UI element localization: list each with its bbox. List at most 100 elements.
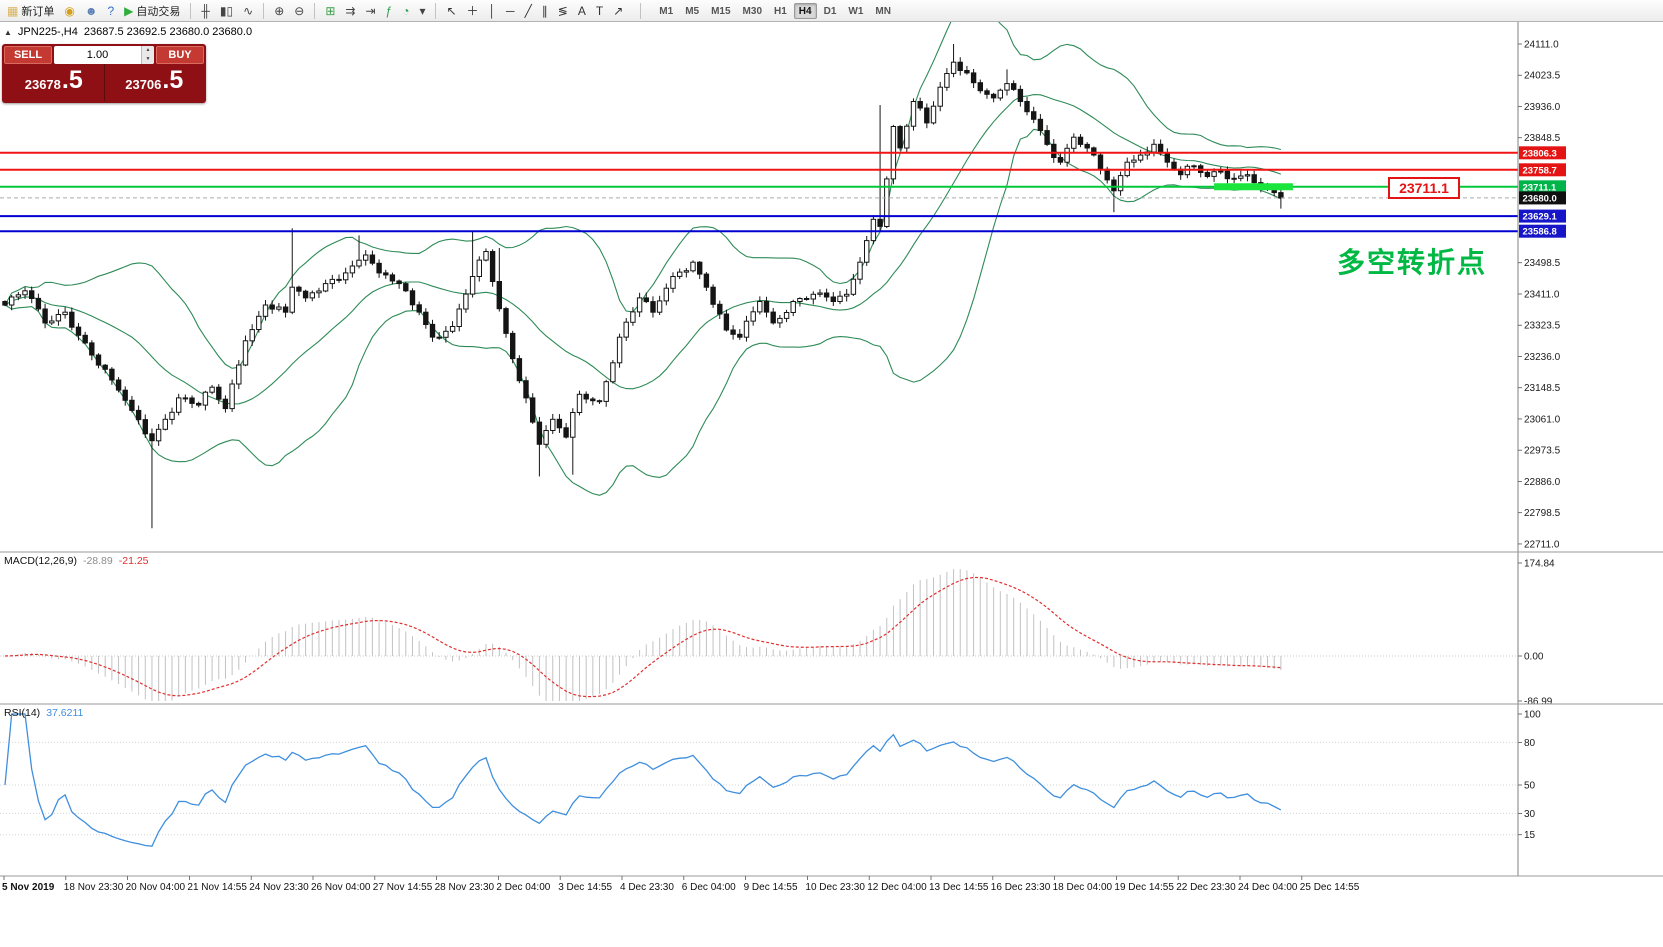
timeframe-mn-button[interactable]: MN (870, 3, 896, 19)
svg-text:10 Dec 23:30: 10 Dec 23:30 (805, 882, 865, 893)
macd-main-value: -28.89 (82, 555, 113, 567)
svg-text:23061.0: 23061.0 (1524, 414, 1561, 425)
fibonacci-button[interactable]: ≶ (554, 2, 572, 20)
candlestick-chart-button[interactable]: ▮▯ (216, 2, 237, 20)
zoom-out-icon: ⊖ (294, 3, 305, 18)
channel-button[interactable]: ∥ (538, 2, 552, 20)
tile-windows-button[interactable]: ⊞ (321, 2, 339, 20)
sell-price[interactable]: 23678 .5 (4, 64, 105, 101)
coins-button[interactable]: ◉ (60, 2, 78, 20)
horizontal-lines[interactable] (0, 151, 1518, 233)
rsi-value: 37.6211 (46, 707, 84, 719)
lot-size-value[interactable]: 1.00 (86, 49, 109, 61)
svg-text:23936.0: 23936.0 (1524, 102, 1561, 113)
buy-price-main: 23706 (125, 77, 162, 92)
timeframe-h4-button[interactable]: H4 (793, 2, 817, 19)
timeframe-d1-button[interactable]: D1 (819, 3, 842, 19)
svg-text:16 Dec 23:30: 16 Dec 23:30 (991, 882, 1051, 893)
bar-chart-button[interactable]: ╫ (197, 2, 214, 20)
buy-price[interactable]: 23706 .5 (105, 64, 205, 101)
profile-icon: ☻ (84, 3, 98, 18)
timeframe-w1-button[interactable]: W1 (843, 3, 868, 19)
fibonacci-icon: ≶ (557, 3, 568, 18)
vertical-line-icon: │ (488, 3, 497, 18)
price-axis[interactable]: 24111.0 24023.5 23936.0 23848.5 23498.5 23411… (1517, 22, 1566, 876)
text-button[interactable]: A (574, 2, 590, 20)
text-label-button[interactable]: T (592, 2, 607, 20)
svg-text:22711.0: 22711.0 (1524, 539, 1560, 550)
cursor-icon: ↖ (446, 3, 457, 18)
timeframe-m15-button[interactable]: M15 (706, 3, 735, 19)
support-icon: ? (107, 3, 115, 18)
lot-size-field[interactable]: 1.00 ▲ ▼ (54, 46, 154, 64)
svg-text:22 Dec 23:30: 22 Dec 23:30 (1176, 882, 1236, 893)
chart-shift-button[interactable]: ⇥ (361, 2, 379, 20)
buy-button[interactable]: BUY (156, 46, 204, 64)
svg-text:30: 30 (1524, 809, 1536, 820)
arrows-button[interactable]: ↗ (609, 2, 627, 20)
zoom-out-button[interactable]: ⊖ (290, 2, 308, 20)
zoom-in-button[interactable]: ⊕ (270, 2, 288, 20)
sell-button[interactable]: SELL (4, 46, 52, 64)
horizontal-line-button[interactable]: ─ (502, 2, 519, 20)
svg-text:9 Dec 14:55: 9 Dec 14:55 (744, 882, 798, 893)
crosshair-icon: ＋ (466, 3, 479, 18)
auto-scroll-button[interactable]: ⇉ (341, 2, 359, 20)
timeframe-m30-button[interactable]: M30 (738, 3, 767, 19)
line-chart-button[interactable]: ∿ (239, 2, 257, 20)
lot-decrease-button[interactable]: ▼ (142, 55, 154, 64)
toolbar: ▦ 新订单 ◉ ☻? ▶ 自动交易 ╫ ▮▯ ∿ ⊕ ⊖ ⊞ ⇉ ⇥ ƒ ◔ ▾ ↖ ＋ │ ─ ╱ ∥ ≶ A T ↗ M1 M5 M1… (0, 0, 1663, 22)
svg-text:-86.99: -86.99 (1524, 697, 1553, 708)
sell-price-main: 23678 (24, 77, 61, 92)
svg-text:23411.0: 23411.0 (1524, 289, 1560, 300)
price-callout[interactable]: 23711.1 (1388, 177, 1460, 199)
price-tag (1519, 163, 1566, 177)
rsi-name: RSI(14) (4, 707, 41, 719)
vertical-line-button[interactable]: │ (485, 2, 501, 20)
trendline-button[interactable]: ╱ (521, 2, 536, 20)
periods-icon: ◔ (402, 3, 410, 18)
timeframe-h1-button[interactable]: H1 (769, 3, 792, 19)
svg-text:3 Dec 14:55: 3 Dec 14:55 (558, 882, 612, 893)
bollinger-bands (4, 22, 1282, 496)
profile-button[interactable]: ☻ (81, 2, 102, 20)
toolbar-separator (190, 2, 192, 19)
turning-point-note[interactable]: 多空转折点 (1337, 247, 1488, 278)
price-tag (1519, 224, 1566, 238)
horizontal-line-icon: ─ (506, 3, 515, 18)
one-click-collapse-icon[interactable]: ▲ (4, 27, 12, 37)
svg-text:23848.5: 23848.5 (1524, 133, 1561, 144)
svg-text:23680.0: 23680.0 (1523, 193, 1557, 204)
crosshair-button[interactable]: ＋ (463, 2, 483, 20)
arrows-icon: ↗ (613, 3, 624, 18)
new-order-button[interactable]: ▦ 新订单 (3, 2, 58, 20)
buy-price-pips: .5 (162, 66, 184, 94)
lot-increase-button[interactable]: ▲ (142, 46, 154, 55)
svg-text:23758.7: 23758.7 (1523, 165, 1557, 176)
support-button[interactable]: ? (103, 2, 118, 20)
tile-windows-icon: ⊞ (325, 3, 336, 18)
svg-text:18 Dec 04:00: 18 Dec 04:00 (1053, 882, 1113, 893)
price-tag (1519, 180, 1566, 194)
rsi-panel: 100 80 50 30 15 (0, 703, 1663, 847)
indicators-button[interactable]: ƒ (382, 2, 397, 20)
svg-text:23498.5: 23498.5 (1524, 258, 1561, 269)
sell-price-pips: .5 (61, 66, 83, 94)
timeframe-m1-button[interactable]: M1 (654, 3, 678, 19)
svg-text:20 Nov 04:00: 20 Nov 04:00 (126, 882, 186, 893)
new-order-icon: ▦ (7, 3, 19, 18)
toolbar-separator (314, 2, 316, 19)
timeframe-m5-button[interactable]: M5 (680, 3, 704, 19)
cursor-button[interactable]: ↖ (442, 2, 460, 20)
periods-button[interactable]: ◔ (398, 2, 413, 20)
templates-button[interactable]: ▾ (415, 2, 429, 20)
channel-icon: ∥ (541, 3, 548, 18)
svg-text:23586.8: 23586.8 (1523, 227, 1557, 238)
svg-text:27 Nov 14:55: 27 Nov 14:55 (373, 882, 433, 893)
svg-text:0.00: 0.00 (1524, 652, 1544, 663)
svg-text:24 Dec 04:00: 24 Dec 04:00 (1238, 882, 1298, 893)
svg-text:23711.1: 23711.1 (1523, 182, 1558, 193)
auto-trading-button[interactable]: ▶ 自动交易 (120, 2, 184, 20)
time-axis[interactable]: 5 Nov 2019 18 Nov 23:30 20 Nov 04:00 21 Nov… (0, 875, 1663, 893)
